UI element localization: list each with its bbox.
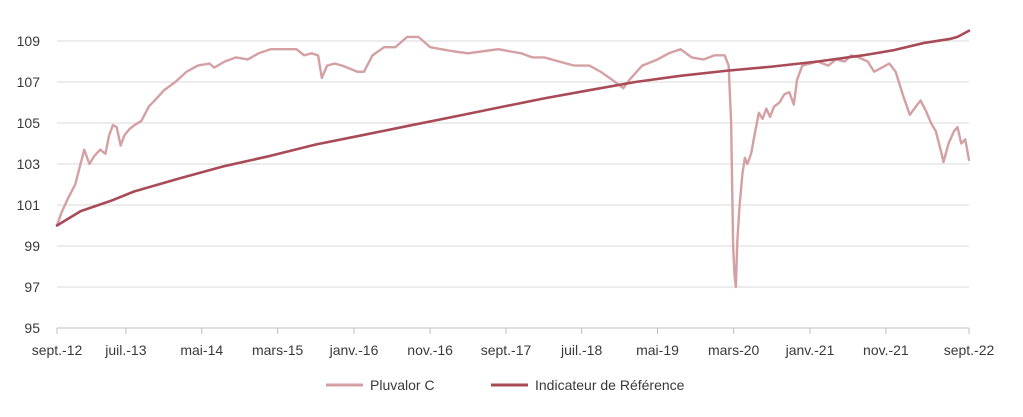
legend: Pluvalor C Indicateur de Référence: [326, 377, 685, 393]
x-tick-label: janv.-21: [785, 342, 835, 358]
x-tick-label: juil.-13: [104, 342, 146, 358]
x-tick-label: juil.-18: [560, 342, 602, 358]
y-tick-label: 103: [17, 156, 41, 172]
gridlines: [57, 40, 969, 288]
x-tick-label: janv.-16: [329, 342, 379, 358]
y-tick-label: 109: [17, 33, 41, 49]
x-tick-label: mai-19: [636, 342, 679, 358]
legend-label: Indicateur de Référence: [535, 377, 685, 393]
x-tick-label: sept.-22: [944, 342, 995, 358]
x-tick-label: nov.-16: [407, 342, 453, 358]
series-line-pluvalor-c: [55, 35, 971, 289]
y-tick-label: 105: [17, 115, 41, 131]
x-tick-label: sept.-12: [32, 342, 83, 358]
x-tick-label: mai-14: [180, 342, 223, 358]
x-tick-label: mars-15: [252, 342, 304, 358]
y-tick-label: 101: [17, 197, 41, 213]
y-tick-label: 97: [24, 279, 40, 295]
series-line-indicateur-de-reference: [55, 29, 971, 227]
x-tick-label: mars-20: [708, 342, 760, 358]
y-tick-label: 107: [17, 74, 41, 90]
x-tick-label: nov.-21: [863, 342, 909, 358]
axes: 95 97 99 101 103 105 107 109 sept.-12 juil.-13 mai…: [17, 33, 995, 358]
series-lines: [55, 29, 971, 289]
y-tick-label: 95: [24, 320, 40, 336]
y-tick-label: 99: [24, 238, 40, 254]
x-tick-label: sept.-17: [481, 342, 532, 358]
legend-label: Pluvalor C: [370, 377, 435, 393]
